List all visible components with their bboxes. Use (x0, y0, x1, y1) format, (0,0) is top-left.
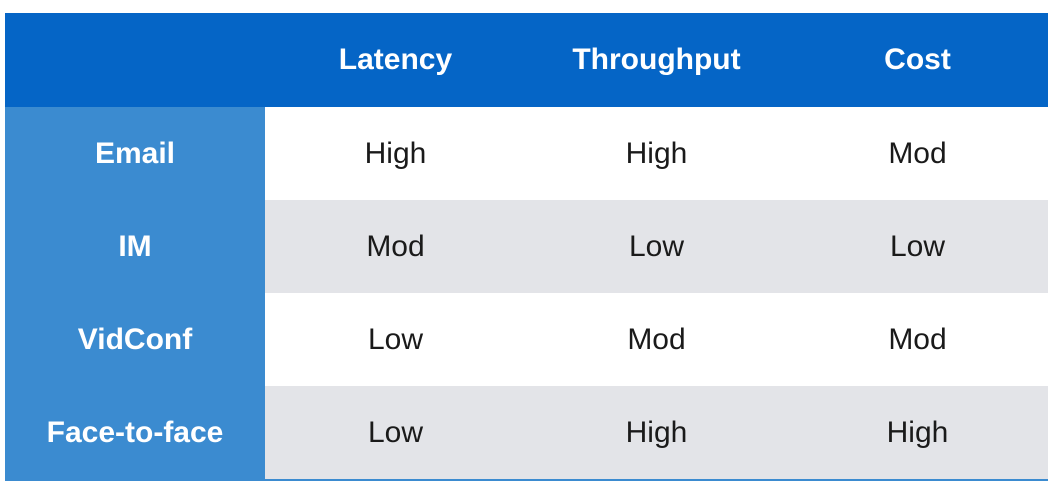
column-header: Throughput (526, 13, 787, 107)
table-cell: Mod (627, 322, 686, 356)
table-cell: High (787, 386, 1048, 481)
column-header: Cost (787, 13, 1048, 107)
column-header (5, 13, 265, 107)
table-cell: Low (526, 200, 787, 293)
table-cell: High (526, 386, 787, 481)
table-cell: Mod (888, 136, 947, 170)
table-cell: Mod (265, 200, 526, 293)
table-cell: Low (367, 322, 424, 356)
table-cell: High (364, 136, 427, 170)
table-cell: High (625, 136, 688, 170)
table-row: VidConf Low Mod Mod (5, 293, 1048, 386)
comparison-table: Latency Throughput Cost Email High High Mod IM… (5, 13, 1048, 481)
header-row: Latency Throughput Cost (5, 13, 1048, 107)
table-cell: Low (265, 386, 526, 481)
column-header: Latency (265, 13, 526, 107)
table-cell: Low (787, 200, 1048, 293)
row-header: Face-to-face (5, 386, 265, 481)
row-header: IM (5, 200, 265, 293)
table-row: Email High High Mod (5, 107, 1048, 200)
table-row: IM Mod Low Low (5, 200, 1048, 293)
row-header: Email (5, 107, 265, 200)
table-row: Face-to-face Low High High (5, 386, 1048, 481)
table-body: Email High High Mod IM Mod Low Low VidConf Low Mod… (5, 107, 1048, 481)
table-header: Latency Throughput Cost (5, 13, 1048, 107)
row-header: VidConf (5, 293, 265, 386)
table-cell: Mod (888, 322, 947, 356)
